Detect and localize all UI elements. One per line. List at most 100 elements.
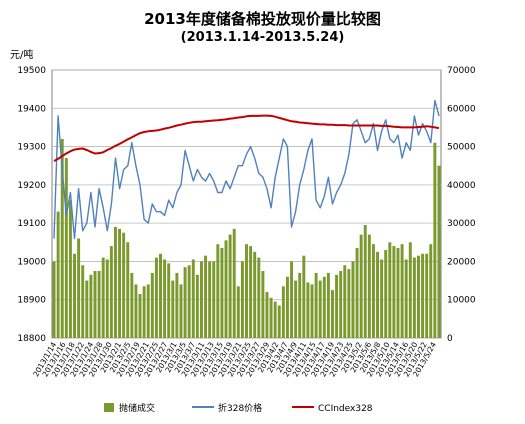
y-right-tick-label: 0 bbox=[447, 334, 453, 344]
y-left-tick-label: 19300 bbox=[17, 143, 46, 153]
bar bbox=[199, 261, 203, 338]
bar bbox=[68, 200, 72, 338]
legend-swatch bbox=[104, 403, 114, 412]
bar bbox=[285, 276, 289, 338]
bar bbox=[400, 244, 404, 338]
bar-series bbox=[52, 138, 441, 338]
y-left-tick-label: 18800 bbox=[17, 334, 46, 344]
y-left-tick-label: 18900 bbox=[17, 296, 46, 306]
bar bbox=[146, 284, 150, 338]
bar bbox=[392, 246, 396, 338]
bar bbox=[191, 259, 195, 338]
y-right-tick-label: 60000 bbox=[447, 104, 476, 114]
bar bbox=[310, 284, 314, 338]
bar bbox=[253, 251, 257, 338]
bar bbox=[335, 274, 339, 338]
y-left-tick-label: 19100 bbox=[17, 219, 46, 229]
y-left-unit: 元/吨 bbox=[10, 50, 34, 61]
bar bbox=[322, 276, 326, 338]
bar bbox=[150, 272, 154, 338]
bar bbox=[60, 138, 64, 338]
bar bbox=[388, 242, 392, 338]
bar bbox=[417, 255, 420, 338]
bar bbox=[167, 263, 171, 338]
bar bbox=[89, 274, 93, 338]
bar bbox=[220, 248, 224, 338]
legend: 抛储成交 折328价格 CCIndex328 bbox=[104, 402, 373, 414]
bar bbox=[347, 269, 351, 338]
y-right-tick-label: 50000 bbox=[447, 143, 476, 153]
bar bbox=[81, 265, 85, 338]
bar bbox=[355, 248, 359, 338]
bar bbox=[273, 301, 277, 338]
bar bbox=[294, 280, 298, 338]
bar bbox=[105, 259, 109, 338]
bar bbox=[404, 259, 408, 338]
bar bbox=[187, 265, 191, 338]
bar bbox=[359, 234, 363, 338]
y-left-tick-label: 19400 bbox=[17, 104, 46, 114]
bar bbox=[216, 244, 220, 338]
price-line bbox=[53, 99, 440, 240]
bar bbox=[384, 249, 388, 338]
bar bbox=[425, 253, 429, 338]
ccindex-line bbox=[53, 114, 440, 162]
bar bbox=[154, 257, 158, 338]
bar bbox=[109, 246, 113, 338]
bar bbox=[277, 305, 281, 338]
bar bbox=[236, 286, 240, 338]
bar bbox=[232, 228, 236, 338]
bar bbox=[228, 234, 232, 338]
bar bbox=[224, 240, 228, 338]
bar bbox=[179, 284, 183, 338]
bar bbox=[396, 248, 400, 338]
bar bbox=[269, 297, 273, 338]
chart-title: 2013年度储备棉投放现价量比较图 bbox=[144, 10, 381, 28]
bar bbox=[363, 225, 367, 338]
bar bbox=[245, 244, 248, 338]
bar bbox=[367, 234, 371, 338]
bar bbox=[281, 286, 285, 338]
bar bbox=[208, 261, 212, 338]
bar bbox=[159, 253, 162, 338]
legend-label: 抛储成交 bbox=[119, 402, 155, 414]
bar bbox=[101, 257, 105, 338]
bar bbox=[298, 272, 302, 338]
bar bbox=[314, 272, 318, 338]
bar bbox=[249, 246, 253, 338]
legend-label: 折328价格 bbox=[218, 402, 262, 414]
bar bbox=[433, 142, 437, 338]
bar bbox=[130, 272, 134, 338]
legend-label: CCIndex328 bbox=[318, 404, 373, 414]
bar bbox=[138, 293, 142, 338]
bar bbox=[195, 274, 199, 338]
y-right-tick-label: 30000 bbox=[447, 219, 476, 229]
bar bbox=[163, 259, 167, 338]
y-right-tick-label: 10000 bbox=[447, 296, 476, 306]
bar bbox=[265, 292, 269, 338]
bar bbox=[64, 158, 68, 338]
y-left-tick-label: 19500 bbox=[17, 66, 46, 76]
bar bbox=[339, 271, 343, 338]
bar bbox=[331, 290, 334, 338]
bar bbox=[77, 238, 81, 338]
bar bbox=[343, 265, 347, 338]
bar bbox=[93, 271, 97, 338]
bar bbox=[408, 242, 412, 338]
bar bbox=[113, 226, 117, 338]
bar bbox=[261, 271, 265, 338]
bar bbox=[437, 165, 441, 338]
bar bbox=[412, 257, 416, 338]
chart-subtitle: (2013.1.14-2013.5.24) bbox=[180, 30, 345, 45]
y-left-tick-label: 19000 bbox=[17, 257, 46, 267]
bar bbox=[351, 261, 355, 338]
y-right-tick-label: 40000 bbox=[447, 181, 476, 191]
bar bbox=[171, 280, 175, 338]
y-right-tick-label: 70000 bbox=[447, 66, 476, 76]
bar bbox=[52, 261, 56, 338]
bar bbox=[376, 251, 380, 338]
bar bbox=[142, 286, 146, 338]
bar bbox=[318, 280, 322, 338]
bar bbox=[73, 253, 76, 338]
bar bbox=[183, 267, 187, 338]
